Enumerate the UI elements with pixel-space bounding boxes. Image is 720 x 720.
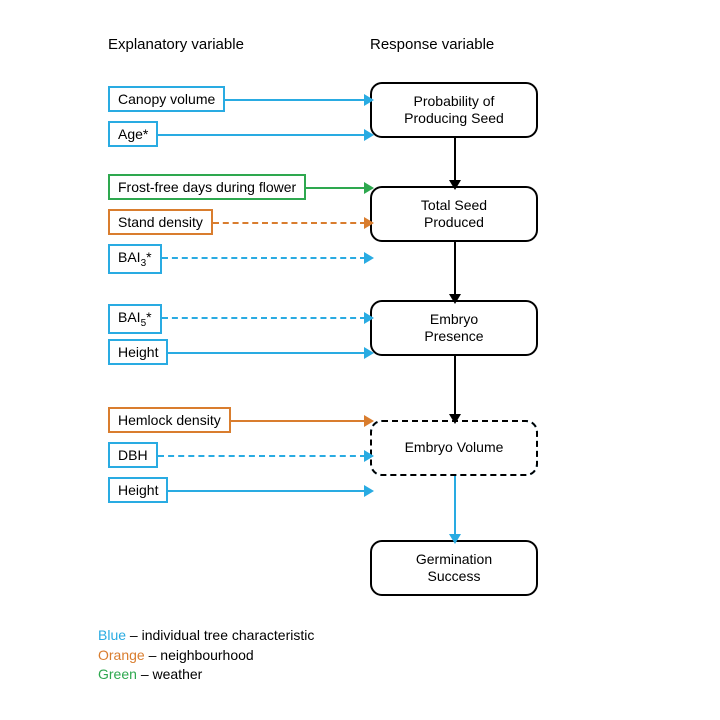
exp-box-age: Age* [108,121,158,147]
exp-box-hemlock: Hemlock density [108,407,231,433]
arrow-head-bai3 [364,252,374,264]
arrow-head-bai5 [364,312,374,324]
arrow-standden [213,222,366,224]
exp-box-frostfree: Frost-free days during flower [108,174,306,200]
exp-box-canopy: Canopy volume [108,86,225,112]
legend-blue-dash: – [130,627,142,643]
arrow-head-hemlock [364,415,374,427]
arrow-canopy [225,99,366,101]
legend-blue: Blue – individual tree characteristic [98,626,314,646]
legend-orange-desc: neighbourhood [160,647,253,663]
legend-green-dash: – [141,666,153,682]
header-explanatory: Explanatory variable [108,36,244,53]
down-arrow-total-embryo [454,242,456,296]
legend-blue-desc: individual tree characteristic [142,627,315,643]
exp-box-dbh: DBH [108,442,158,468]
legend-green-key: Green [98,666,137,682]
down-arrow-head-prob-total [449,180,461,190]
arrow-bai5 [162,317,366,319]
resp-box-evolume: Embryo Volume [370,420,538,476]
arrow-head-frostfree [364,182,374,194]
arrow-dbh [158,455,366,457]
exp-box-bai3: BAI3* [108,244,162,274]
header-response: Response variable [370,36,494,53]
arrow-head-standden [364,217,374,229]
legend-orange: Orange – neighbourhood [98,646,314,666]
resp-box-embryo: EmbryoPresence [370,300,538,356]
legend: Blue – individual tree characteristic Or… [98,626,314,685]
arrow-head-height1 [364,347,374,359]
legend-green: Green – weather [98,665,314,685]
arrow-frostfree [306,187,366,189]
exp-box-bai5: BAI5* [108,304,162,334]
arrow-hemlock [231,420,366,422]
legend-orange-dash: – [149,647,161,663]
down-arrow-prob-total [454,138,456,182]
down-arrow-evolume-germ [454,476,456,536]
exp-box-height2: Height [108,477,168,503]
arrow-head-canopy [364,94,374,106]
resp-box-germ: GerminationSuccess [370,540,538,596]
resp-box-total: Total SeedProduced [370,186,538,242]
down-arrow-head-total-embryo [449,294,461,304]
exp-box-standden: Stand density [108,209,213,235]
legend-orange-key: Orange [98,647,145,663]
down-arrow-embryo-evolume [454,356,456,416]
arrow-height1 [168,352,366,354]
arrow-age [158,134,366,136]
arrow-height2 [168,490,366,492]
down-arrow-head-evolume-germ [449,534,461,544]
arrow-head-dbh [364,450,374,462]
exp-box-height1: Height [108,339,168,365]
down-arrow-head-embryo-evolume [449,414,461,424]
arrow-head-age [364,129,374,141]
resp-box-prob: Probability ofProducing Seed [370,82,538,138]
arrow-head-height2 [364,485,374,497]
arrow-bai3 [162,257,366,259]
legend-green-desc: weather [153,666,203,682]
legend-blue-key: Blue [98,627,126,643]
